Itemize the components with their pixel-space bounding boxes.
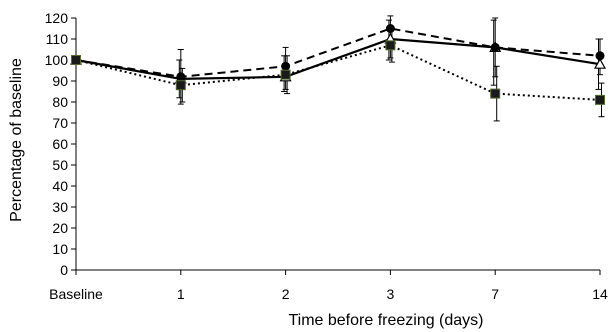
y-tick-label: 100	[45, 52, 69, 68]
tick-labels: 0 10 20 30 40 50 60 70 80 90 100 110 120 Baseline 1 2 3 7…	[45, 10, 608, 302]
y-tick-label: 10	[52, 241, 68, 257]
series-lines	[75, 27, 601, 101]
data-point-square	[175, 80, 186, 91]
x-tick-label: 1	[177, 286, 185, 302]
x-tick-label: Baseline	[49, 286, 103, 302]
y-tick-label: 60	[52, 136, 68, 152]
x-tick-label: 3	[387, 286, 395, 302]
data-point-circle	[176, 72, 186, 82]
y-axis-title: Percentage of baseline	[8, 58, 25, 222]
y-tick-label: 80	[52, 94, 68, 110]
series-line-solid	[75, 37, 601, 81]
y-tick-label: 110	[46, 31, 69, 47]
chart-axes	[71, 17, 601, 275]
y-tick-label: 50	[52, 157, 68, 173]
data-point-circle	[490, 42, 500, 52]
y-tick-label: 20	[52, 220, 68, 236]
data-point-square	[595, 94, 605, 105]
data-point-circle	[385, 24, 395, 33]
y-tick-label: 0	[60, 262, 68, 278]
y-tick-label: 90	[52, 73, 68, 89]
x-tick-label: 14	[592, 286, 608, 302]
series-line-dashed	[75, 27, 601, 78]
data-point-triangle	[593, 57, 607, 69]
data-point-square	[280, 69, 291, 80]
data-point-square	[71, 55, 81, 65]
y-tick-label: 70	[52, 115, 68, 131]
y-tick-label: 30	[52, 199, 68, 215]
series-markers	[69, 24, 607, 105]
data-point-circle	[595, 51, 605, 61]
y-tick-label: 120	[45, 10, 69, 26]
x-tick-label: 2	[282, 286, 290, 302]
x-axis-title: Time before freezing (days)	[288, 312, 483, 329]
data-point-square	[490, 88, 501, 99]
data-point-square	[385, 40, 396, 51]
x-tick-label: 7	[491, 286, 499, 302]
y-tick-label: 40	[52, 178, 68, 194]
data-point-circle	[281, 61, 291, 71]
